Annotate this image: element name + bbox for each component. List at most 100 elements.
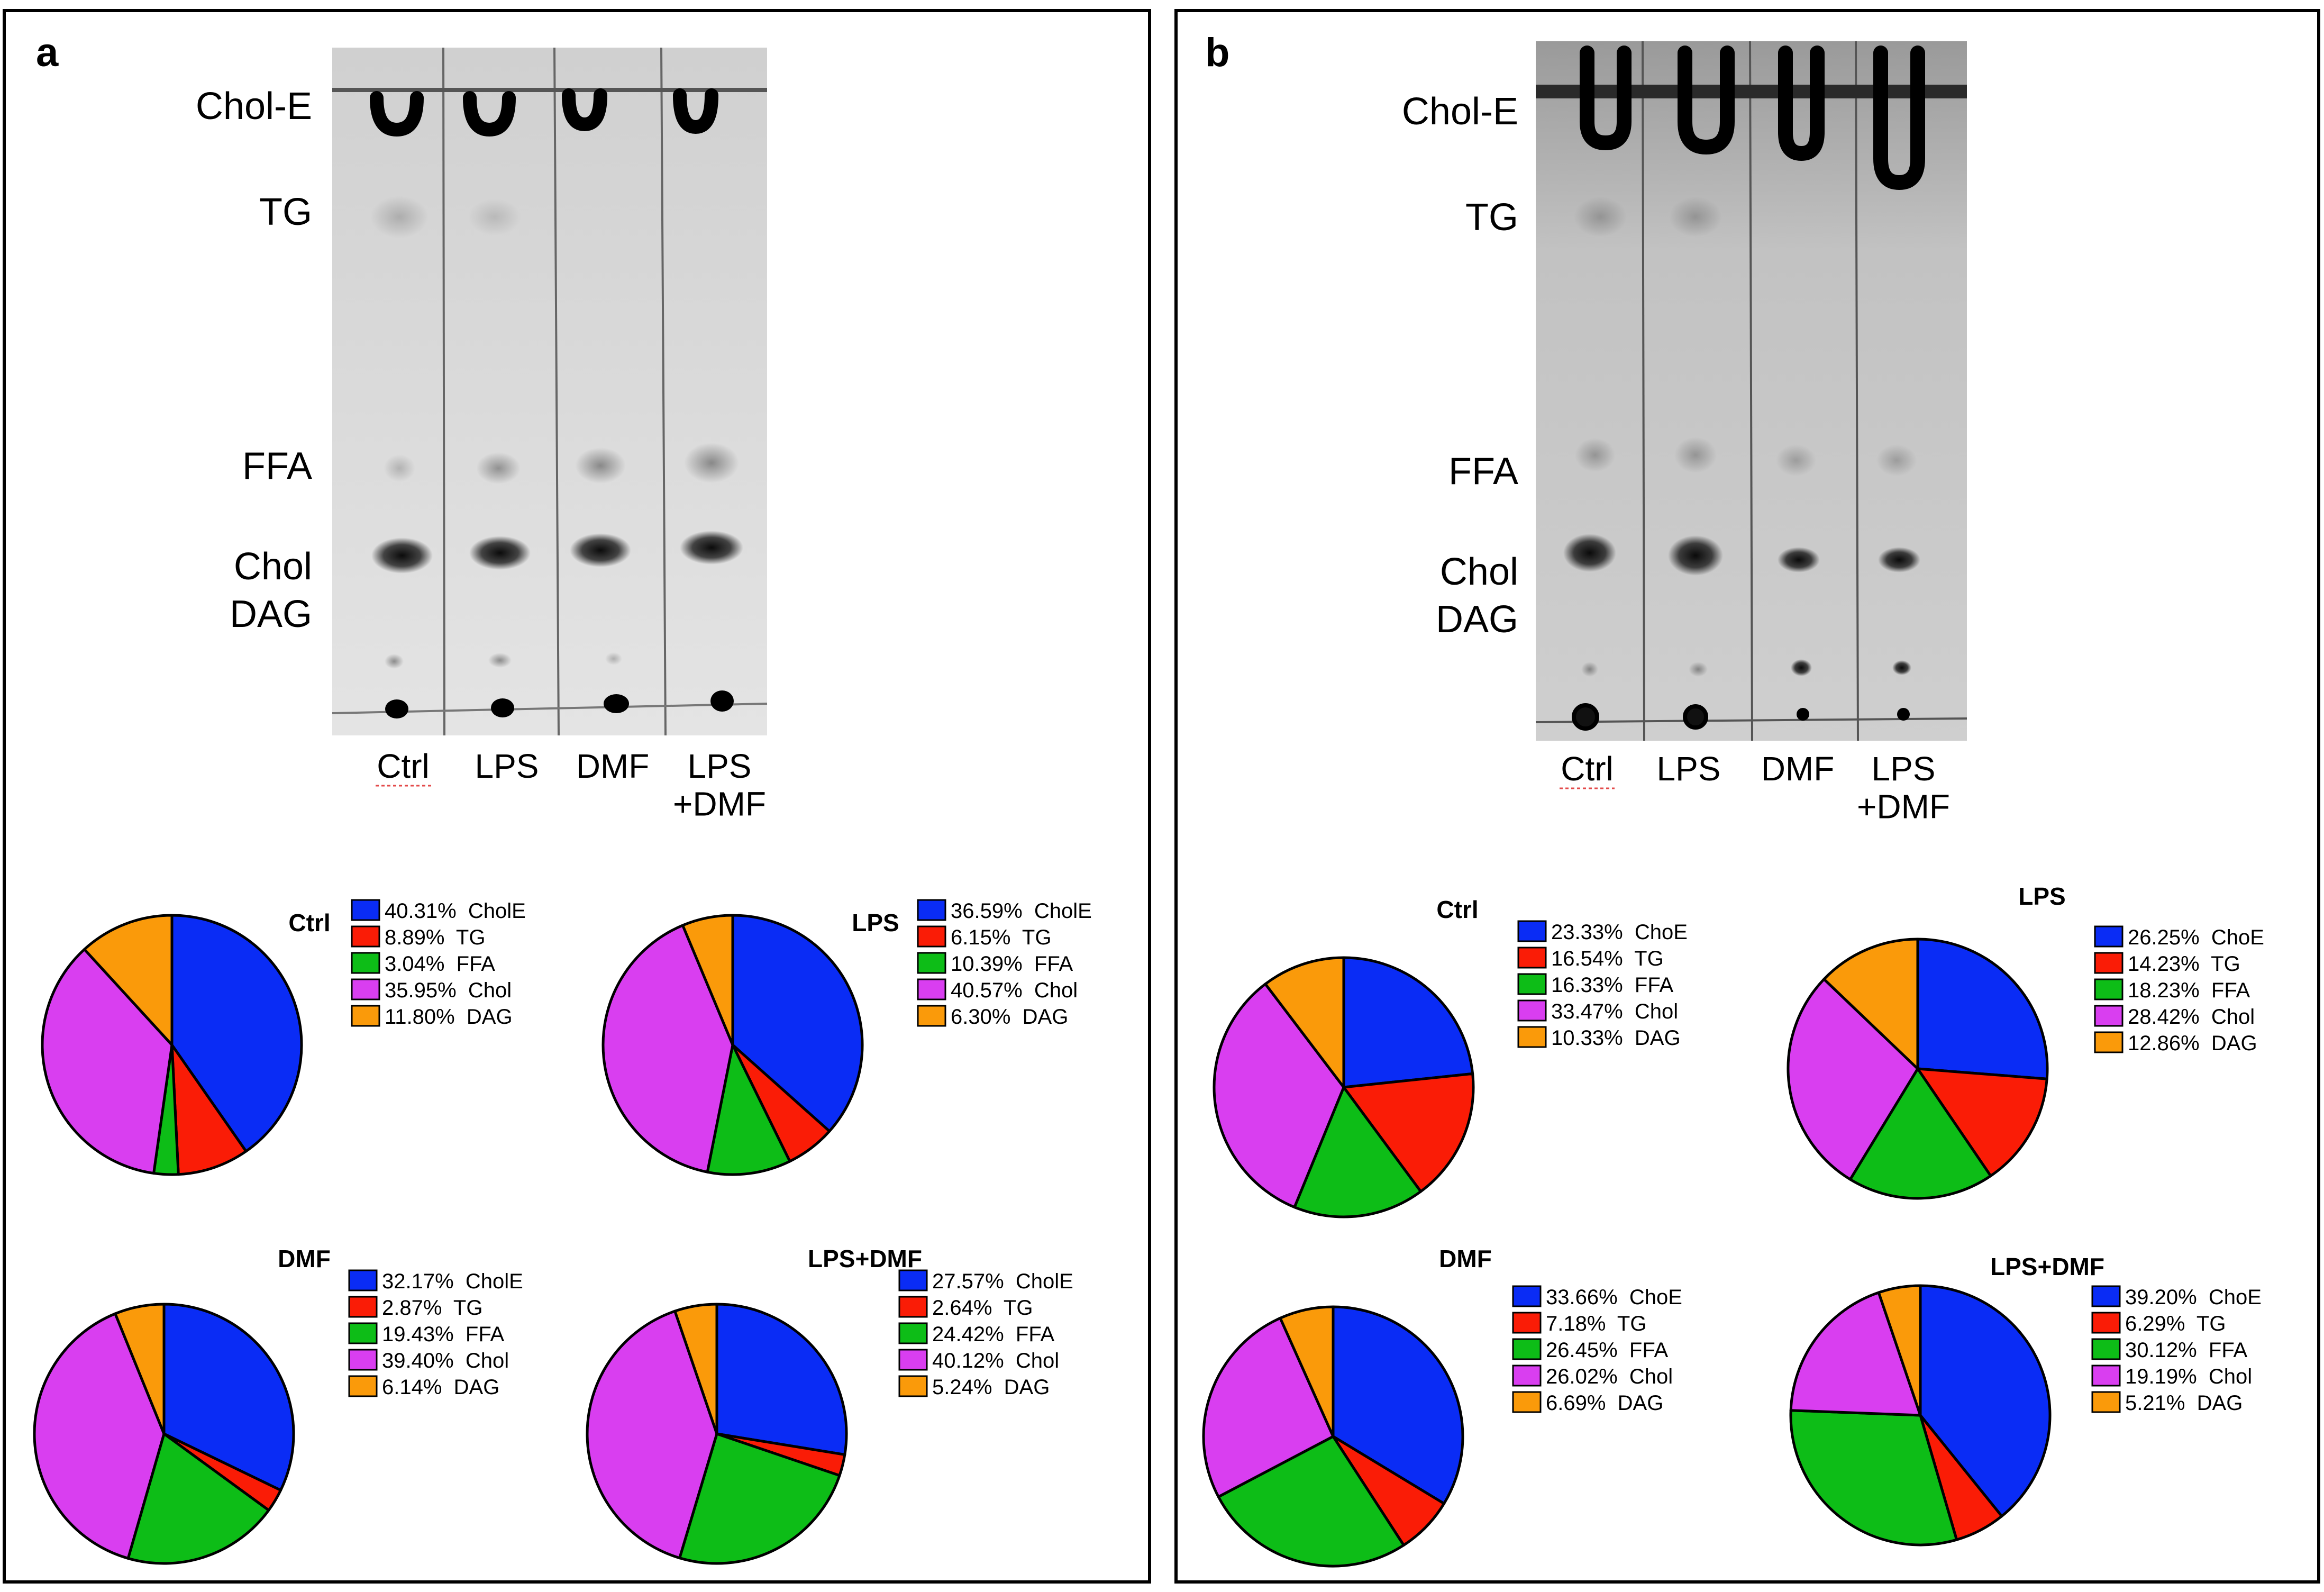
band-spot: [1873, 46, 1925, 190]
legend-swatch: [1517, 999, 1547, 1022]
legend-label: 11.80% DAG: [385, 1005, 513, 1029]
band-spot: [575, 448, 626, 484]
band-spot: [1581, 662, 1598, 677]
lane-divider: [1855, 41, 1859, 741]
band-spot: [463, 91, 516, 137]
legend-swatch: [2091, 1364, 2121, 1387]
tlc-plate-b: [1535, 41, 1967, 741]
pie-slice-dag: [1264, 956, 1345, 1089]
legend-label: 35.95% Chol: [385, 979, 512, 1002]
pie-slice-chole: [715, 1303, 848, 1456]
pie-title: LPS: [2018, 883, 2065, 910]
legend-swatch: [2091, 1285, 2121, 1307]
pie-slice-choe: [1332, 1305, 1464, 1505]
legend-swatch: [898, 1296, 928, 1318]
lane-label-lps-dmf: LPS +DMF: [673, 747, 766, 823]
pie-slice-choe: [1342, 956, 1474, 1089]
band-spot: [570, 533, 631, 567]
pie-slice-ffa: [1293, 1086, 1423, 1218]
band-spot: [1689, 662, 1708, 677]
band-spot: [1572, 703, 1599, 731]
band-spot: [562, 88, 607, 132]
legend-swatch: [2094, 925, 2124, 948]
band-spot: [684, 443, 739, 483]
band-label-chol: Chol: [1440, 551, 1518, 593]
lane-divider: [660, 47, 667, 736]
pie-slice-dag: [673, 1303, 718, 1435]
legend-label: 16.33% FFA: [1551, 974, 1674, 997]
legend-swatch: [917, 925, 946, 948]
legend-label: 8.89% TG: [385, 926, 485, 949]
lane-divider: [1642, 41, 1645, 741]
pie-slice-dag: [114, 1303, 166, 1435]
legend-swatch: [351, 978, 380, 1000]
legend-swatch: [351, 899, 380, 921]
pie-slice-tg: [1916, 1067, 2048, 1177]
band-label-chol-e: Chol-E: [1402, 90, 1518, 133]
tlc-plate-a: [332, 47, 768, 736]
band-spot: [1674, 437, 1717, 473]
legend-swatch: [1517, 1026, 1547, 1048]
band-spot: [1575, 438, 1615, 472]
lane-label-dmf: DMF: [1761, 750, 1835, 788]
legend-swatch: [1512, 1391, 1542, 1413]
legend-label: 26.25% ChoE: [2128, 926, 2264, 949]
pie-slice-chol: [1202, 1316, 1335, 1498]
legend-swatch: [2094, 978, 2124, 1000]
pie-slice-dag: [83, 914, 174, 1047]
band-spot: [370, 196, 429, 238]
pie-slice-chol: [41, 948, 174, 1175]
legend-swatch: [917, 899, 946, 921]
band-label-dag: DAG: [1436, 598, 1518, 641]
legend-swatch: [2094, 1031, 2124, 1053]
band-spot: [1892, 660, 1911, 675]
legend-swatch: [2091, 1391, 2121, 1413]
legend-label: 39.40% Chol: [382, 1349, 509, 1372]
band-spot: [370, 91, 424, 137]
legend-swatch: [917, 952, 946, 974]
pie-slice-dag: [681, 914, 734, 1047]
pie-slice-chol: [1787, 978, 1919, 1181]
band-spot: [1876, 444, 1917, 476]
pie-chart: DMF 32.17% CholE 2.87% TG 19.43% FFA 39.40% …: [33, 1245, 523, 1565]
legend-label: 32.17% CholE: [382, 1270, 523, 1293]
legend-label: 7.18% TG: [1546, 1312, 1646, 1335]
legend-label: 33.47% Chol: [1551, 1000, 1678, 1023]
tlc-plate-a-background: [332, 48, 767, 735]
pie-chart: LPS 26.25% ChoE 14.23% TG 18.23% FFA 28.42% …: [1787, 883, 2264, 1200]
legend-swatch: [2091, 1338, 2121, 1360]
legend-swatch: [917, 1005, 946, 1027]
legend-label: 36.59% CholE: [951, 899, 1092, 923]
band-spot: [385, 654, 404, 669]
legend-label: 2.87% TG: [382, 1296, 482, 1320]
legend-swatch: [1512, 1338, 1542, 1360]
legend-label: 23.33% ChoE: [1551, 921, 1688, 944]
band-spot: [605, 652, 622, 665]
lane-label-lps: LPS: [1657, 750, 1721, 788]
band-spot: [680, 531, 743, 565]
lane-label-dmf: DMF: [576, 747, 650, 785]
lane-label-ctrl: Ctrl: [377, 747, 430, 785]
pie-slice-chol: [586, 1309, 718, 1560]
legend-swatch: [348, 1296, 378, 1318]
band-spot: [604, 694, 629, 713]
legend-label: 28.42% Chol: [2128, 1005, 2255, 1029]
panel-b-letter: b: [1205, 30, 1229, 75]
legend-swatch: [351, 925, 380, 948]
band-spot: [1897, 708, 1910, 721]
lane-label-lps-dmf: LPS +DMF: [1857, 750, 1950, 826]
pie-slice-ffa: [1848, 1067, 1992, 1200]
pie-slice-ffa: [678, 1432, 841, 1565]
legend-label: 40.31% CholE: [385, 899, 526, 923]
pie-chart: Ctrl 23.33% ChoE 16.54% TG 16.33% FFA 33.47%…: [1213, 896, 1688, 1218]
band-spot: [1797, 708, 1809, 721]
legend-label: 33.66% ChoE: [1546, 1286, 1682, 1309]
band-spot: [1678, 46, 1735, 155]
legend-label: 19.19% Chol: [2125, 1365, 2252, 1388]
band-spot: [1563, 534, 1616, 572]
legend-label: 39.20% ChoE: [2125, 1286, 2262, 1309]
legend-swatch: [1512, 1364, 1542, 1387]
band-spot: [488, 653, 512, 668]
lane-divider: [553, 47, 560, 736]
band-spot: [1791, 659, 1812, 676]
